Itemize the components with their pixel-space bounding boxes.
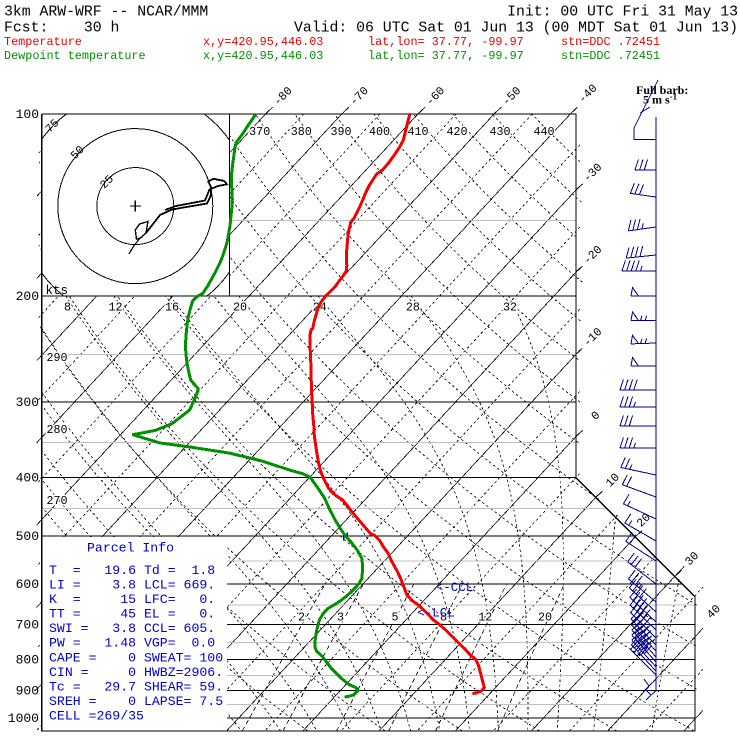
svg-text:500: 500 — [16, 529, 39, 544]
svg-text:stn=DDC .72451: stn=DDC .72451 — [561, 49, 660, 63]
svg-text:x,y=420.95,446.03: x,y=420.95,446.03 — [203, 49, 323, 63]
svg-text:370: 370 — [249, 125, 270, 139]
svg-text:20: 20 — [233, 301, 247, 315]
svg-text:Tc = 29.7 SHEAR= 59.: Tc = 29.7 SHEAR= 59. — [49, 679, 223, 694]
svg-text:CIN = 0 HWBZ=2906.: CIN = 0 HWBZ=2906. — [49, 665, 223, 680]
svg-text:K = 15 LFC= 0.: K = 15 LFC= 0. — [49, 592, 215, 607]
svg-text:100: 100 — [16, 107, 39, 122]
svg-text:290: 290 — [46, 351, 67, 365]
svg-text:430: 430 — [489, 125, 510, 139]
svg-text:Temperature: Temperature — [4, 35, 82, 49]
svg-text:900: 900 — [16, 684, 39, 699]
svg-text:5 m s-1: 5 m s-1 — [643, 92, 678, 107]
svg-text:stn=DDC .72451: stn=DDC .72451 — [561, 35, 660, 49]
svg-text:300: 300 — [16, 395, 39, 410]
svg-text:3km ARW-WRF -- NCAR/MMM: 3km ARW-WRF -- NCAR/MMM — [4, 5, 208, 21]
svg-text:Init: 00 UTC Fri 31 May 13: Init: 00 UTC Fri 31 May 13 — [507, 5, 738, 21]
svg-text:2: 2 — [298, 611, 305, 625]
svg-text:CAPE = 0 SWEAT= 100: CAPE = 0 SWEAT= 100 — [49, 650, 223, 665]
svg-text:12: 12 — [108, 301, 122, 315]
svg-text:32: 32 — [503, 301, 517, 315]
svg-text:1000: 1000 — [8, 711, 39, 726]
svg-text:kts: kts — [46, 284, 69, 298]
svg-text:x,y=420.95,446.03: x,y=420.95,446.03 — [203, 35, 323, 49]
svg-text:Dewpoint temperature: Dewpoint temperature — [4, 49, 146, 63]
svg-text:400: 400 — [369, 125, 390, 139]
svg-text:CELL =269/35: CELL =269/35 — [49, 709, 144, 724]
svg-text:lat,lon= 37.77, -99.97: lat,lon= 37.77, -99.97 — [368, 49, 524, 63]
svg-text:400: 400 — [16, 471, 39, 486]
svg-text:lat,lon= 37.77, -99.97: lat,lon= 37.77, -99.97 — [368, 35, 524, 49]
svg-text:TT = 45 EL = 0.: TT = 45 EL = 0. — [49, 607, 215, 622]
svg-text:420: 420 — [446, 125, 467, 139]
svg-text:440: 440 — [533, 125, 554, 139]
svg-text:8: 8 — [64, 301, 71, 315]
svg-text:200: 200 — [16, 289, 39, 304]
svg-text:Parcel Info: Parcel Info — [87, 541, 174, 556]
svg-text:SWI = 3.8 CCL= 605.: SWI = 3.8 CCL= 605. — [49, 621, 215, 636]
svg-text:700: 700 — [16, 618, 39, 633]
svg-text:T = 19.6 Td = 1.8: T = 19.6 Td = 1.8 — [49, 563, 215, 578]
svg-text:5: 5 — [391, 611, 398, 625]
svg-text:Full barb:: Full barb: — [636, 83, 688, 97]
svg-text:3: 3 — [337, 611, 344, 625]
svg-text:16: 16 — [165, 301, 179, 315]
svg-text:12: 12 — [478, 611, 492, 625]
svg-text:28: 28 — [406, 301, 420, 315]
svg-text:390: 390 — [330, 125, 351, 139]
svg-text:270: 270 — [46, 494, 67, 508]
svg-text:380: 380 — [291, 125, 312, 139]
svg-text:20: 20 — [538, 611, 552, 625]
svg-text:8: 8 — [440, 611, 447, 625]
svg-text:280: 280 — [46, 423, 67, 437]
svg-text:Valid: 06 UTC Sat 01 Jun 13 (0: Valid: 06 UTC Sat 01 Jun 13 (00 MDT Sat … — [294, 21, 738, 37]
svg-text:800: 800 — [16, 653, 39, 668]
svg-text:SREH = 0 LAPSE= 7.5: SREH = 0 LAPSE= 7.5 — [49, 694, 223, 709]
svg-text:410: 410 — [407, 125, 428, 139]
svg-text:PW = 1.48 VGP= 0.0: PW = 1.48 VGP= 0.0 — [49, 636, 215, 651]
svg-text:Fcst: 30 h: Fcst: 30 h — [4, 21, 119, 37]
svg-text:LI = 3.8 LCL= 669.: LI = 3.8 LCL= 669. — [49, 578, 215, 593]
svg-text:<-LCL: <-LCL — [417, 607, 455, 621]
svg-text:<-CCL: <-CCL — [436, 581, 474, 595]
svg-text:600: 600 — [16, 577, 39, 592]
